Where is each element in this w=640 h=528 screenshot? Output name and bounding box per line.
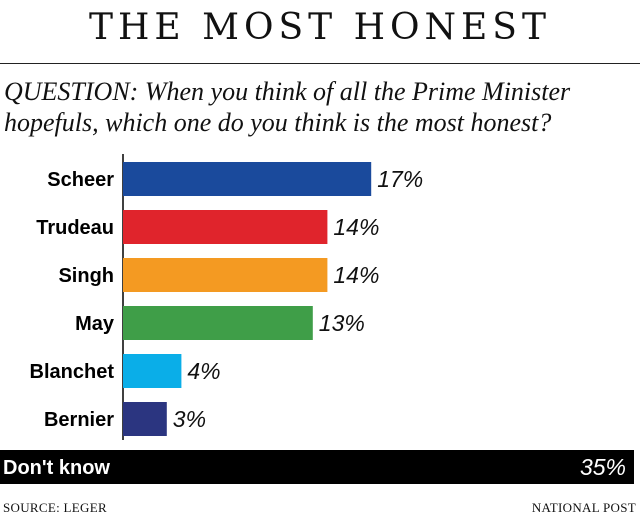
bar-bernier — [123, 402, 167, 436]
category-label-don-t-know: Don't know — [3, 457, 110, 479]
bar-chart: Scheer 17% Trudeau 14% Singh 14% May 13% Blanche… — [0, 154, 634, 484]
survey-question: QUESTION: When you think of all the Prim… — [4, 77, 571, 137]
chart-title: THE MOST HONEST — [89, 7, 551, 48]
value-label-blanchet: 4% — [187, 358, 220, 384]
bar-don-t-know — [0, 450, 634, 484]
category-label-bernier: Bernier — [44, 409, 114, 431]
source-note: SOURCE: LEGER — [3, 500, 107, 515]
value-label-may: 13% — [319, 310, 365, 336]
category-label-may: May — [75, 313, 115, 335]
bar-scheer — [123, 162, 372, 196]
category-label-scheer: Scheer — [47, 169, 114, 191]
bar-singh — [123, 258, 328, 292]
value-label-scheer: 17% — [377, 166, 423, 192]
value-label-singh: 14% — [333, 262, 379, 288]
bar-may — [123, 306, 313, 340]
bar-trudeau — [123, 210, 328, 244]
value-label-bernier: 3% — [173, 406, 206, 432]
value-label-don-t-know: 35% — [580, 454, 626, 480]
category-label-blanchet: Blanchet — [30, 361, 115, 383]
value-label-trudeau: 14% — [333, 214, 379, 240]
bars-group: Scheer 17% Trudeau 14% Singh 14% May 13% Blanche… — [0, 162, 634, 484]
publisher-credit: NATIONAL POST — [531, 500, 636, 515]
title-divider — [0, 63, 640, 64]
category-label-trudeau: Trudeau — [36, 217, 114, 239]
bar-blanchet — [123, 354, 182, 388]
category-label-singh: Singh — [58, 265, 114, 287]
